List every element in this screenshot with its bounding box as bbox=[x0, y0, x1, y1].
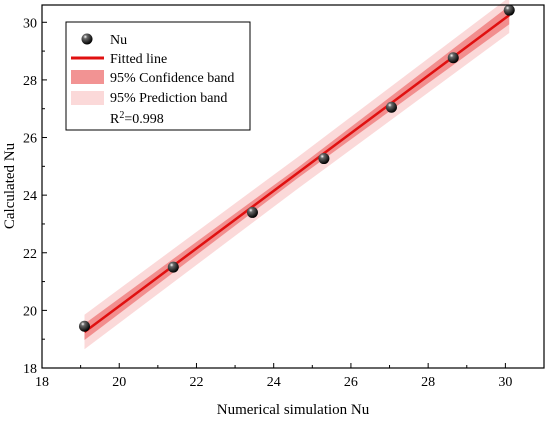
fit-layer bbox=[83, 14, 510, 333]
plot-frame bbox=[41, 4, 545, 369]
legend-swatch-confidence bbox=[71, 70, 104, 84]
x-tick-label-26: 26 bbox=[344, 375, 358, 390]
data-point-3 bbox=[246, 206, 258, 218]
y-tick-label-20: 20 bbox=[23, 304, 37, 319]
y-tick-label-24: 24 bbox=[23, 189, 37, 204]
x-axis: 18 20 22 24 26 28 30 bbox=[35, 363, 512, 390]
x-tick-label-24: 24 bbox=[267, 375, 281, 390]
y-tick-label-22: 22 bbox=[23, 247, 37, 262]
y-tick-label-26: 26 bbox=[23, 132, 37, 147]
x-tick-label-22: 22 bbox=[189, 375, 203, 390]
y-tick-label-18: 18 bbox=[23, 362, 37, 377]
legend-label-confidence: 95% Confidence band bbox=[110, 71, 234, 86]
data-point-1 bbox=[78, 320, 90, 332]
legend-label-fit: Fitted line bbox=[110, 52, 167, 67]
x-tick-label-18: 18 bbox=[35, 375, 49, 390]
r-squared-annotation: R2=0.998 bbox=[110, 110, 164, 127]
legend-swatch-prediction bbox=[71, 91, 104, 105]
data-point-6 bbox=[447, 52, 459, 64]
legend-marker-nu bbox=[81, 33, 93, 45]
y-axis-label: Calculated Nu bbox=[2, 142, 18, 229]
x-tick-label-30: 30 bbox=[498, 375, 512, 390]
data-point-2 bbox=[167, 261, 179, 273]
data-point-5 bbox=[385, 101, 397, 113]
legend: Nu Fitted line 95% Confidence band 95% P… bbox=[65, 21, 251, 131]
legend-label-prediction: 95% Prediction band bbox=[110, 91, 227, 106]
y-tick-label-28: 28 bbox=[23, 74, 37, 89]
fitted-line bbox=[83, 14, 510, 333]
x-tick-label-28: 28 bbox=[421, 375, 435, 390]
data-point-7 bbox=[503, 4, 515, 16]
y-tick-label-30: 30 bbox=[23, 16, 37, 31]
data-point-4 bbox=[318, 153, 330, 165]
points-layer bbox=[78, 4, 515, 332]
y-axis: 18 20 22 24 26 28 30 bbox=[23, 16, 47, 377]
x-tick-label-20: 20 bbox=[112, 375, 126, 390]
x-axis-label: Numerical simulation Nu bbox=[217, 402, 370, 418]
legend-label-nu: Nu bbox=[110, 33, 127, 48]
